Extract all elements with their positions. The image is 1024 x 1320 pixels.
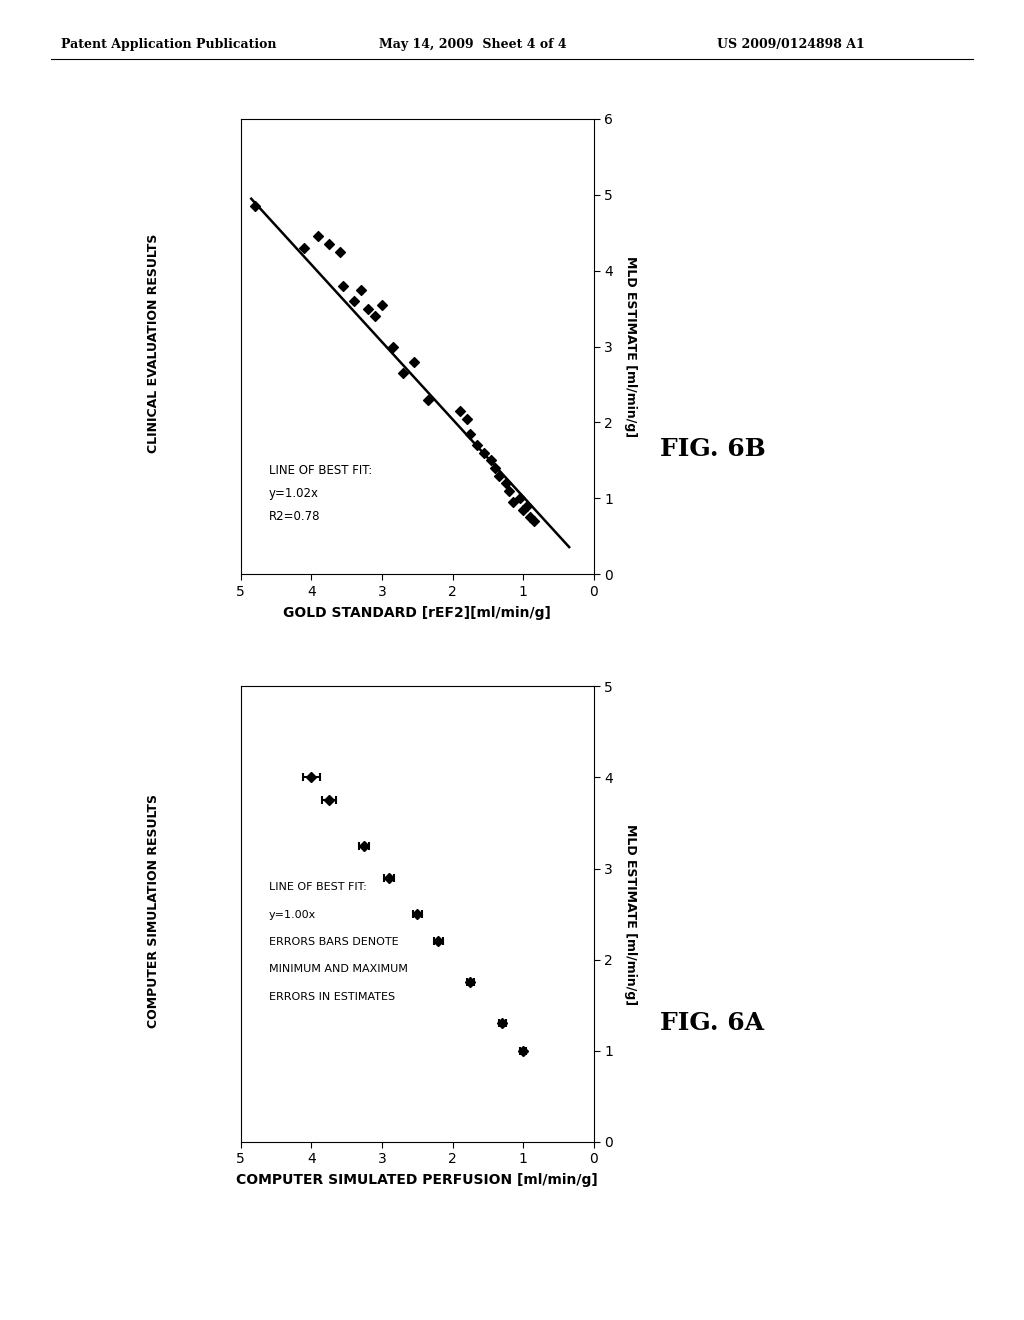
Point bbox=[352, 279, 369, 300]
Text: FIG. 6A: FIG. 6A bbox=[660, 1011, 765, 1035]
Point bbox=[512, 488, 528, 510]
Point bbox=[345, 290, 361, 312]
Point bbox=[515, 499, 531, 520]
Text: ERRORS BARS DENOTE: ERRORS BARS DENOTE bbox=[269, 937, 398, 946]
Point bbox=[483, 450, 500, 471]
Point bbox=[525, 511, 542, 532]
Point bbox=[501, 480, 517, 502]
Text: Patent Application Publication: Patent Application Publication bbox=[61, 37, 276, 50]
Point bbox=[420, 389, 436, 411]
Point bbox=[452, 400, 468, 421]
Text: US 2009/0124898 A1: US 2009/0124898 A1 bbox=[717, 37, 864, 50]
Y-axis label: MLD ESTIMATE [ml/min/g]: MLD ESTIMATE [ml/min/g] bbox=[625, 824, 637, 1005]
Point bbox=[247, 195, 263, 216]
Point bbox=[462, 424, 478, 445]
Point bbox=[359, 298, 376, 319]
Text: LINE OF BEST FIT:: LINE OF BEST FIT: bbox=[269, 465, 372, 477]
Point bbox=[310, 226, 327, 247]
Point bbox=[490, 465, 507, 486]
Point bbox=[486, 458, 503, 479]
Point bbox=[406, 351, 422, 372]
Point bbox=[498, 473, 514, 494]
Text: LINE OF BEST FIT:: LINE OF BEST FIT: bbox=[269, 882, 367, 892]
Point bbox=[522, 507, 539, 528]
Point bbox=[296, 238, 312, 259]
Point bbox=[476, 442, 493, 463]
Point bbox=[518, 495, 535, 516]
Point bbox=[335, 276, 351, 297]
Point bbox=[367, 306, 383, 327]
Point bbox=[395, 363, 412, 384]
Point bbox=[321, 234, 337, 255]
Point bbox=[459, 408, 475, 429]
Text: FIG. 6B: FIG. 6B bbox=[660, 437, 766, 461]
Text: R2=0.78: R2=0.78 bbox=[269, 510, 321, 523]
Text: MINIMUM AND MAXIMUM: MINIMUM AND MAXIMUM bbox=[269, 964, 408, 974]
Text: ERRORS IN ESTIMATES: ERRORS IN ESTIMATES bbox=[269, 991, 395, 1002]
Text: y=1.00x: y=1.00x bbox=[269, 909, 316, 920]
X-axis label: GOLD STANDARD [rEF2][ml/min/g]: GOLD STANDARD [rEF2][ml/min/g] bbox=[284, 606, 551, 619]
X-axis label: COMPUTER SIMULATED PERFUSION [ml/min/g]: COMPUTER SIMULATED PERFUSION [ml/min/g] bbox=[237, 1173, 598, 1187]
Text: y=1.02x: y=1.02x bbox=[269, 487, 318, 500]
Text: May 14, 2009  Sheet 4 of 4: May 14, 2009 Sheet 4 of 4 bbox=[379, 37, 566, 50]
Point bbox=[374, 294, 390, 315]
Y-axis label: MLD ESTIMATE [ml/min/g]: MLD ESTIMATE [ml/min/g] bbox=[625, 256, 637, 437]
Point bbox=[384, 337, 400, 358]
Text: COMPUTER SIMULATION RESULTS: COMPUTER SIMULATION RESULTS bbox=[147, 793, 160, 1028]
Text: CLINICAL EVALUATION RESULTS: CLINICAL EVALUATION RESULTS bbox=[147, 234, 160, 453]
Point bbox=[505, 491, 521, 512]
Point bbox=[332, 242, 348, 263]
Point bbox=[469, 434, 485, 455]
